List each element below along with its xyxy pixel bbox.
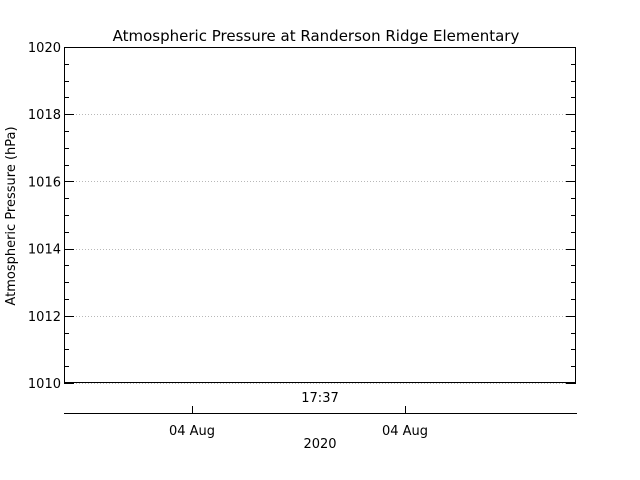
y-tick-label: 1012 <box>28 310 61 325</box>
x-date-label-2: 04 Aug <box>382 424 428 439</box>
plot-area-frame <box>64 47 576 383</box>
y-tick-label: 1016 <box>28 175 61 190</box>
chart-title: Atmospheric Pressure at Randerson Ridge … <box>113 27 520 45</box>
x-date-label-1: 04 Aug <box>169 424 215 439</box>
x-year-label: 2020 <box>303 437 336 452</box>
y-axis-label: Atmospheric Pressure (hPa) <box>4 126 19 305</box>
grid-lines <box>64 47 576 384</box>
y-tick-label: 1014 <box>28 243 61 258</box>
y-tick-label: 1010 <box>28 377 61 392</box>
y-tick-label: 1020 <box>28 41 61 56</box>
y-axis-ticks <box>64 47 576 384</box>
y-tick-labels: 1010 1012 1014 1016 1018 1020 <box>28 41 61 392</box>
x-time-label: 17:37 <box>301 391 338 406</box>
y-tick-label: 1018 <box>28 108 61 123</box>
